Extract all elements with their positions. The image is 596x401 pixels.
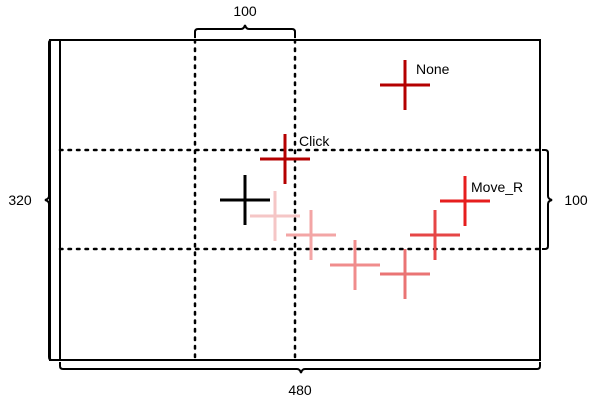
brace-right [542, 149, 553, 250]
screen-frame-front [59, 39, 541, 361]
none-cross [380, 60, 430, 110]
start-cross [220, 175, 270, 225]
screen-height-label: 320 [8, 192, 32, 208]
trail-cross-4 [380, 249, 430, 299]
move-r-label: Move_R [471, 179, 523, 195]
column-width-label: 100 [233, 3, 257, 19]
click-cross [260, 134, 310, 184]
move-r-cross [440, 176, 490, 226]
brace-left [44, 39, 58, 361]
click-label: Click [299, 133, 330, 149]
brace-bottom [59, 362, 541, 374]
screen-width-label: 480 [288, 382, 312, 398]
trail-cross-2 [286, 210, 336, 260]
trail-cross-5 [410, 210, 460, 260]
trail-cross-1 [250, 191, 300, 241]
trail-cross-3 [330, 240, 380, 290]
row-height-label: 100 [564, 192, 588, 208]
brace-top [194, 24, 296, 38]
none-label: None [416, 61, 450, 77]
